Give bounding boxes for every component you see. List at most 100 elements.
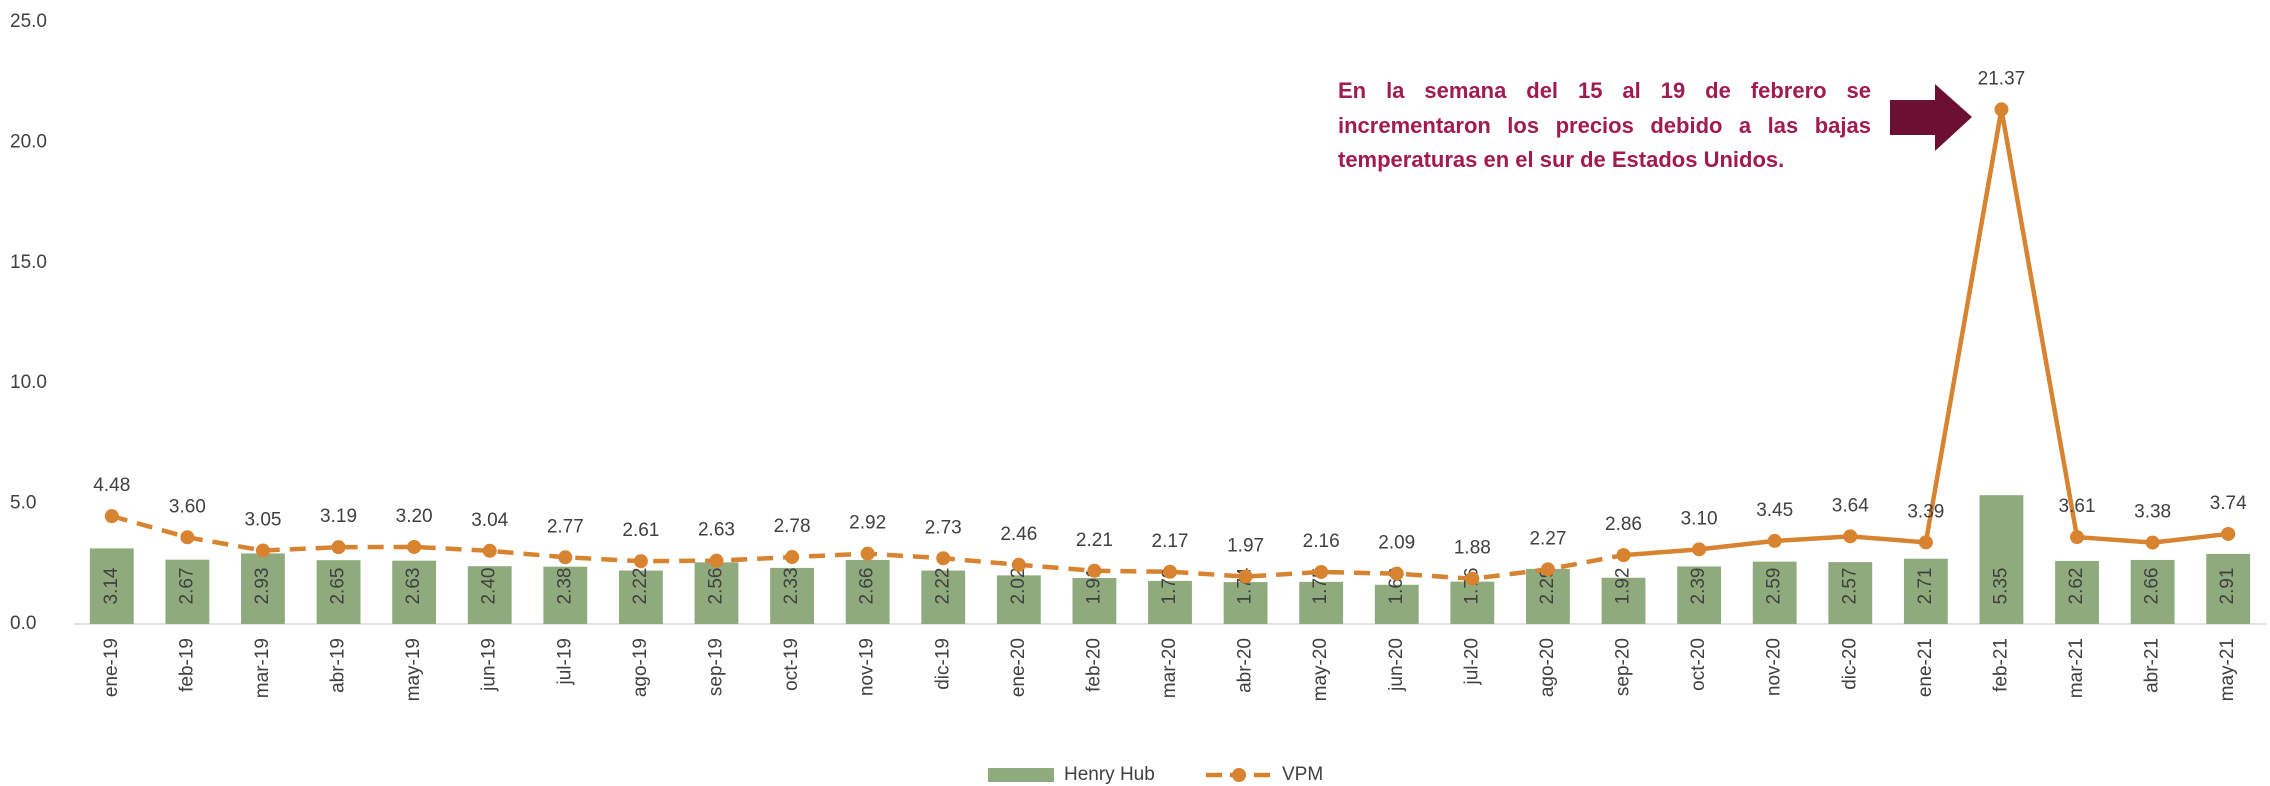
- line-label: 2.86: [1605, 514, 1642, 535]
- bar-label: 2.66: [2142, 568, 2163, 605]
- x-tick-label: may-19: [403, 638, 424, 701]
- x-tick-label: feb-20: [1083, 638, 1104, 692]
- y-tick-label: 10.0: [10, 372, 47, 393]
- line-marker: [785, 550, 800, 565]
- line-marker: [1616, 548, 1631, 563]
- legend-label: Henry Hub: [1064, 764, 1155, 785]
- bar: [921, 570, 966, 624]
- bar-label: 2.67: [176, 568, 197, 605]
- line-label: 3.64: [1832, 495, 1869, 516]
- bar-label: 2.33: [781, 568, 802, 605]
- bar-label: 2.29: [1537, 568, 1558, 605]
- bar-label: 5.35: [1990, 568, 2011, 605]
- line-marker: [1389, 566, 1404, 581]
- line-marker: [482, 543, 497, 558]
- line-marker: [1011, 557, 1026, 572]
- bar: [241, 553, 285, 624]
- bar: [1903, 558, 1948, 624]
- bar-label: 3.14: [101, 567, 122, 604]
- bar: [1148, 580, 1192, 624]
- line-label: 3.38: [2134, 502, 2171, 523]
- line-marker: [407, 539, 422, 554]
- line-label: 1.97: [1227, 536, 1264, 557]
- x-tick-label: ago-20: [1537, 638, 1558, 697]
- line-label: 2.09: [1378, 533, 1415, 554]
- line-label: 2.63: [698, 520, 735, 541]
- bar-label: 2.59: [1764, 568, 1785, 605]
- line-marker: [2070, 530, 2085, 545]
- x-tick-label: sep-20: [1613, 638, 1634, 696]
- line-marker: [331, 540, 346, 555]
- x-tick-label: abr-21: [2142, 638, 2163, 693]
- line-marker: [709, 553, 724, 568]
- bar: [316, 560, 361, 624]
- bar-label: 2.22: [630, 568, 651, 605]
- line-label: 3.61: [2059, 496, 2096, 517]
- bar: [543, 566, 588, 624]
- bar: [1752, 561, 1797, 624]
- line-marker: [1163, 564, 1177, 579]
- bar: [1526, 568, 1570, 624]
- y-tick-label: 0.0: [10, 613, 36, 634]
- line-marker: [1918, 535, 1933, 550]
- x-tick-label: abr-20: [1235, 638, 1256, 693]
- bar: [1979, 495, 2024, 624]
- bar-label: 2.71: [1915, 568, 1936, 605]
- bar: [1601, 577, 1646, 624]
- bar-label: 2.57: [1839, 568, 1860, 605]
- x-tick-label: mar-20: [1159, 638, 1180, 698]
- line-marker: [1692, 542, 1707, 557]
- line-marker: [1540, 562, 1555, 577]
- y-tick-label: 5.0: [10, 493, 36, 514]
- bar: [618, 570, 663, 624]
- bar-label: 1.91: [1083, 568, 1104, 605]
- bar-label: 1.92: [1613, 568, 1634, 605]
- x-tick-label: dic-20: [1839, 638, 1860, 690]
- legend-marker: [1232, 768, 1246, 782]
- bar-label: 2.63: [403, 568, 424, 605]
- line-marker: [1238, 569, 1253, 584]
- line-label: 2.46: [1000, 524, 1037, 545]
- line-marker: [860, 546, 875, 561]
- bar: [845, 559, 890, 624]
- y-tick-label: 15.0: [10, 252, 47, 273]
- bar-label: 2.39: [1688, 568, 1709, 605]
- line-marker: [1465, 571, 1480, 586]
- legend-label: VPM: [1282, 764, 1323, 785]
- bar-label: 2.65: [328, 568, 349, 605]
- x-tick-label: oct-19: [781, 638, 802, 691]
- line-marker: [1843, 529, 1858, 544]
- line-label: 2.78: [774, 516, 811, 537]
- bar-label: 2.02: [1008, 568, 1029, 605]
- bar-label: 2.40: [479, 568, 500, 605]
- x-tick-label: oct-20: [1688, 638, 1709, 691]
- line-label: 3.45: [1756, 500, 1793, 521]
- line-label: 4.48: [93, 475, 130, 496]
- x-tick-label: feb-19: [176, 638, 197, 692]
- arrow: [1890, 84, 1972, 151]
- x-tick-label: ene-20: [1008, 638, 1029, 697]
- bar: [1450, 581, 1495, 624]
- bar: [1374, 584, 1419, 624]
- bar: [1828, 562, 1873, 624]
- legend-swatch: [988, 768, 1054, 782]
- line-marker: [104, 509, 119, 524]
- bar: [1677, 566, 1722, 624]
- line-label: 3.20: [396, 506, 433, 527]
- bar: [1072, 578, 1117, 624]
- x-tick-label: dic-19: [932, 638, 953, 690]
- bar: [2206, 553, 2251, 624]
- x-tick-label: ene-19: [101, 638, 122, 697]
- line-marker: [2221, 526, 2236, 541]
- line-marker: [1314, 564, 1329, 579]
- bar-label: 2.66: [857, 568, 878, 605]
- bar: [467, 566, 512, 624]
- bar: [770, 567, 814, 624]
- bar: [2130, 559, 2175, 624]
- line-label: 3.04: [471, 510, 508, 531]
- bar-label: 2.38: [554, 568, 575, 605]
- bar-label: 2.62: [2066, 568, 2087, 605]
- bar-label: 2.91: [2217, 568, 2238, 605]
